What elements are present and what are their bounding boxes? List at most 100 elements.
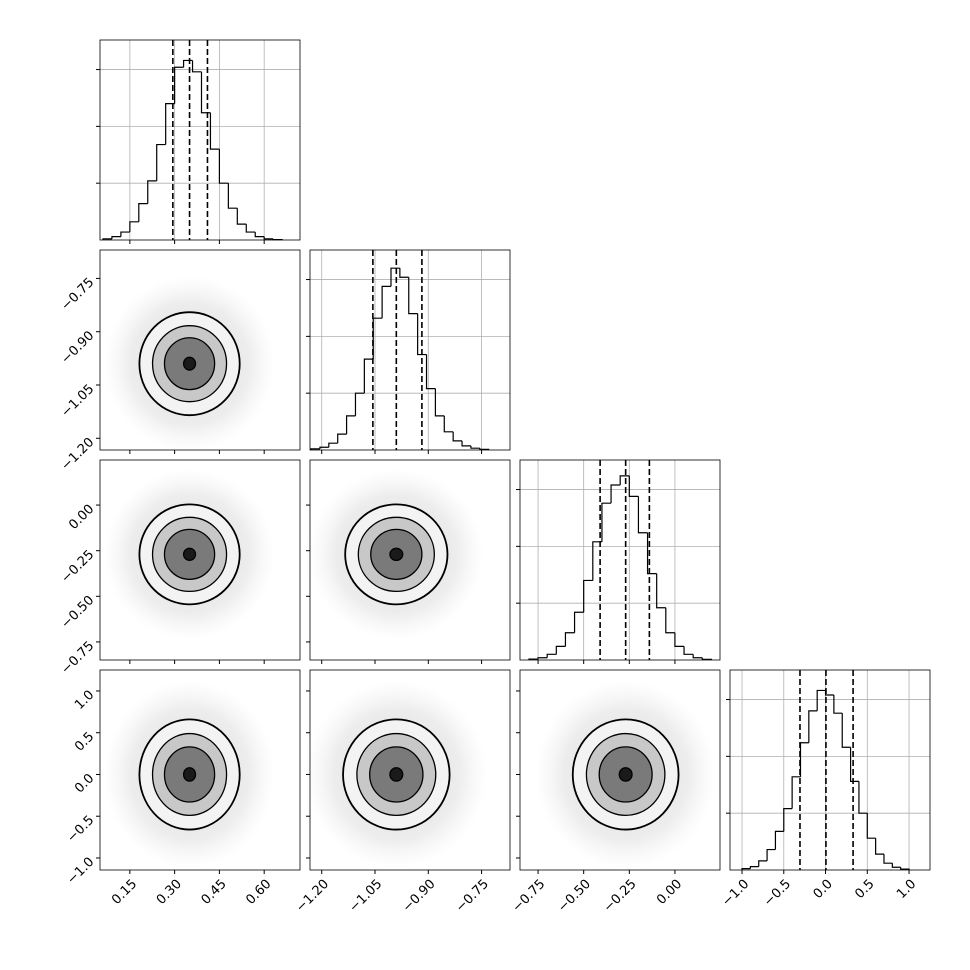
histogram-bin [174,66,184,104]
y-tick-label: −0.90 [59,328,98,367]
histogram-bin [841,713,851,748]
histogram-bin [408,277,418,315]
histogram-bin [824,690,834,696]
histogram-bin [783,808,793,832]
histogram-bin [546,653,557,658]
histogram-bin [120,231,130,237]
panel-frame [99,459,301,661]
histogram-bin [138,203,148,222]
y-tick-label: −0.75 [59,275,98,314]
histogram-bin [263,236,274,240]
x-tick-label: 0.15 [109,877,140,908]
histogram-bin [337,433,347,444]
histogram-bin [758,860,768,867]
histogram-bin [875,838,884,855]
x-tick-label: −1.05 [347,877,386,916]
y-tick-label: 0.00 [66,502,97,533]
histogram-bin [461,440,471,447]
histogram-bin [129,221,139,233]
histogram-bin [372,317,383,360]
y-tick-label: 1.0 [72,688,97,713]
y-tick-label: 0.0 [72,771,97,796]
histogram-bin [354,392,365,416]
histogram-bin [200,71,211,114]
panel-frame [729,669,931,871]
x-tick-label: 1.0 [894,877,919,902]
histogram-bin [537,657,548,660]
x-tick-label: −0.5 [761,877,794,910]
histogram-bin [601,502,612,542]
histogram-bin [665,607,675,634]
density-contour [389,767,404,782]
histogram-bin [425,354,436,390]
histogram-bin [254,232,265,238]
histogram-bin [656,573,666,609]
x-tick-label: 0.0 [811,877,836,902]
density-contour [182,356,197,371]
x-tick-label: 0.5 [852,877,877,902]
histogram-bin [816,689,826,711]
density-contour [389,547,404,562]
panel-frame [309,669,511,871]
density-contour [618,767,633,782]
histogram-bin [858,781,868,814]
histogram-bin [182,59,193,68]
x-tick-label: 0.60 [243,877,274,908]
histogram-bin [583,579,593,613]
histogram-bin [399,268,409,278]
y-tick-label: 0.5 [72,729,97,754]
histogram-bin [363,358,374,394]
histogram-bin [328,442,338,448]
histogram-bin [646,532,657,575]
y-tick-label: −1.20 [59,435,98,474]
panel-frame [99,39,301,241]
panel-frame [309,459,511,661]
x-tick-label: −0.75 [453,877,492,916]
histogram-bin [218,149,229,184]
histogram-bin [866,813,876,839]
panel-frame [519,459,721,661]
histogram-bin [849,747,859,782]
x-tick-label: 0.45 [199,877,230,908]
histogram-bin [390,267,400,287]
density-contour [182,767,197,782]
histogram-bin [592,541,602,581]
y-tick-label: −0.50 [59,593,98,632]
histogram-bin [209,112,220,150]
histogram-bin [900,867,910,870]
histogram-bin [610,484,621,504]
histogram-bin [319,446,329,449]
histogram-bin [573,611,584,633]
histogram-bin [628,475,639,497]
histogram-bin [791,776,801,809]
x-tick-label: 0.30 [154,877,185,908]
histogram-bin [417,313,427,356]
histogram-bin [443,415,454,433]
histogram-bin [683,646,694,655]
density-contour [182,547,197,562]
histogram-bin [345,415,356,435]
histogram-bin [637,496,648,534]
histogram-bin [147,180,157,204]
panel-frame [99,669,301,871]
histogram-bin [156,143,166,181]
histogram-bin [799,742,809,777]
histogram-bin [165,103,175,145]
y-tick-label: −1.05 [59,382,98,421]
histogram-bin [766,848,776,861]
panel-frame [309,249,511,451]
histogram-bin [564,632,575,647]
histogram-bin [741,868,751,870]
y-tick-label: −0.5 [64,813,97,846]
y-tick-label: −1.0 [64,855,97,888]
x-tick-label: −0.90 [400,877,439,916]
y-tick-label: −0.25 [59,547,98,586]
histogram-bin [692,654,703,659]
histogram-bin [245,224,256,233]
histogram-bin [236,208,247,225]
x-tick-label: −1.0 [719,877,752,910]
x-tick-label: −1.20 [293,877,332,916]
histogram-bin [619,475,630,485]
x-tick-label: −0.25 [601,877,640,916]
